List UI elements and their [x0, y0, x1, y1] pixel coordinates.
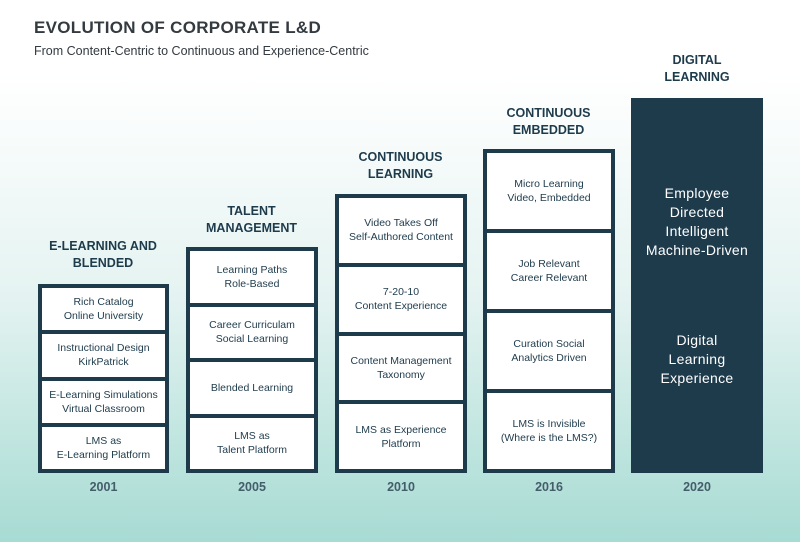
era-column-2010: Video Takes Off Self-Authored Content 7-…	[335, 194, 467, 473]
era-box: Content Management Taxonomy	[339, 335, 463, 401]
era-box: 7-20-10 Content Experience	[339, 266, 463, 332]
year-label-2016: 2016	[535, 480, 563, 494]
page-subtitle: From Content-Centric to Continuous and E…	[34, 44, 369, 58]
era-box: LMS as Experience Platform	[339, 404, 463, 469]
page-title: EVOLUTION OF CORPORATE L&D	[34, 18, 322, 37]
era-box: Curation Social Analytics Driven	[487, 313, 611, 389]
era-box: Job Relevant Career Relevant	[487, 233, 611, 309]
era-title-2010: CONTINUOUS LEARNING	[358, 150, 443, 181]
era-box: Blended Learning	[190, 362, 314, 414]
era-box: Learning Paths Role-Based	[190, 251, 314, 303]
era-title-2001: E-LEARNING AND BLENDED	[49, 239, 157, 270]
era-box: Micro Learning Video, Embedded	[487, 153, 611, 229]
era-column-2020: Employee Directed Intelligent Machine-Dr…	[631, 98, 763, 473]
era-title-2020: DIGITAL LEARNING	[664, 53, 730, 84]
era-box: LMS as Talent Platform	[190, 417, 314, 469]
era-column-2001: Rich Catalog Online University Instructi…	[38, 284, 169, 473]
era-text: Employee Directed Intelligent Machine-Dr…	[645, 184, 749, 258]
era-box: Rich Catalog Online University	[42, 288, 165, 331]
year-label-2005: 2005	[238, 480, 266, 494]
era-box: LMS as E-Learning Platform	[42, 426, 165, 469]
era-column-2005: Learning Paths Role-Based Career Curricu…	[186, 247, 318, 473]
era-box: LMS is Invisible (Where is the LMS?)	[487, 393, 611, 469]
year-label-2010: 2010	[387, 480, 415, 494]
year-label-2001: 2001	[89, 480, 118, 494]
era-box: Career Curriculam Social Learning	[190, 306, 314, 358]
era-text: Digital Learning Experience	[660, 331, 734, 386]
era-column-2016: Micro Learning Video, Embedded Job Relev…	[483, 149, 615, 473]
year-label-2020: 2020	[683, 480, 711, 494]
era-box: Video Takes Off Self-Authored Content	[339, 198, 463, 263]
era-box: E-Learning Simulations Virtual Classroom	[42, 380, 165, 423]
era-title-2005: TALENT MANAGEMENT	[206, 204, 297, 235]
era-box: Instructional Design KirkPatrick	[42, 334, 165, 377]
era-title-2016: CONTINUOUS EMBEDDED	[506, 106, 591, 137]
